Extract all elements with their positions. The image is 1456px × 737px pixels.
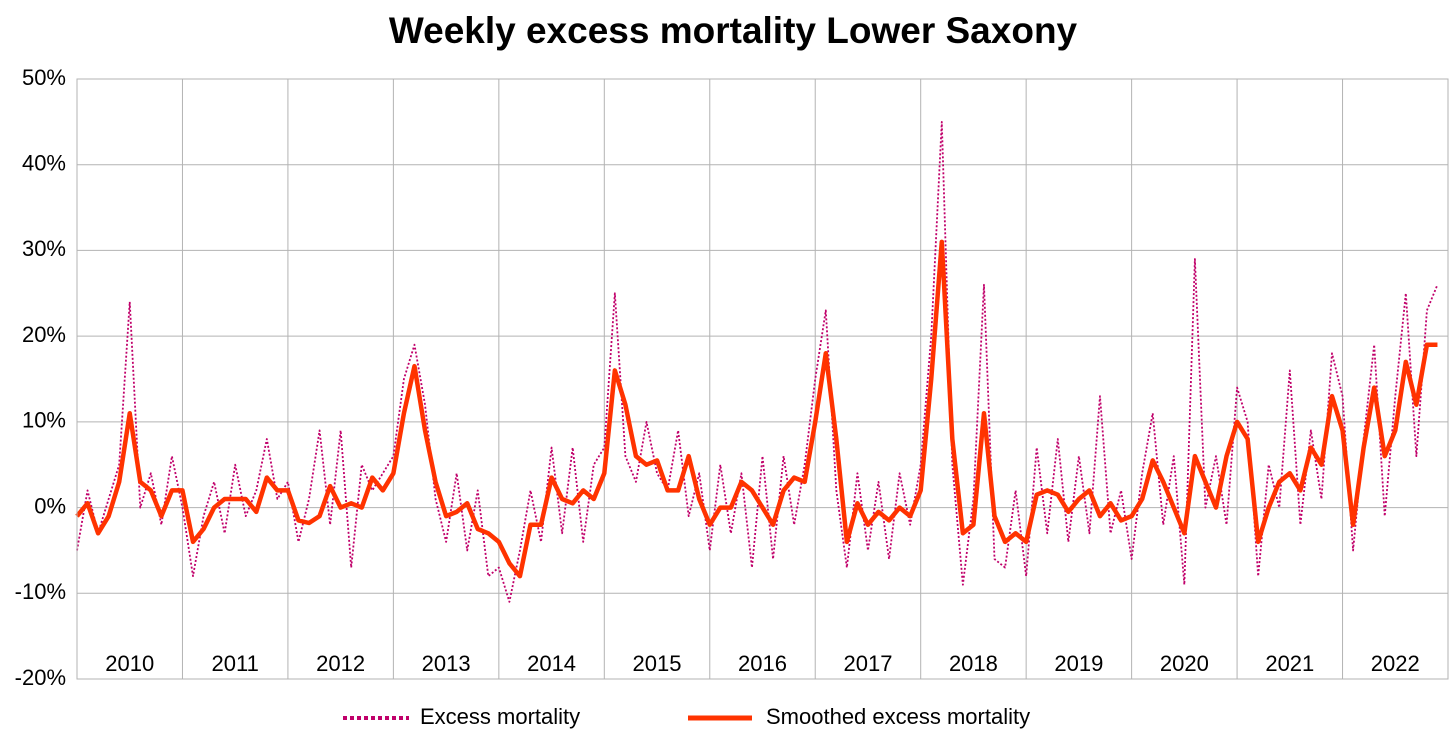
y-tick-label: -10% [15,579,66,604]
y-tick-label: 40% [22,151,66,176]
y-tick-label: 30% [22,236,66,261]
x-tick-label: 2018 [949,651,998,676]
x-tick-label: 2022 [1371,651,1420,676]
line-series [75,239,1438,579]
legend-label: Excess mortality [420,704,580,729]
x-tick-label: 2017 [843,651,892,676]
x-tick-label: 2021 [1265,651,1314,676]
x-tick-label: 2020 [1160,651,1209,676]
plot-frame [76,78,1449,680]
x-tick-label: 2012 [316,651,365,676]
x-tick-label: 2014 [527,651,576,676]
y-tick-label: 0% [34,493,66,518]
line-series [76,120,1439,603]
x-tick-label: 2019 [1054,651,1103,676]
y-tick-label: 10% [22,408,66,433]
x-tick-label: 2010 [105,651,154,676]
x-tick-label: 2015 [633,651,682,676]
y-tick-label: 50% [22,65,66,90]
y-tick-label: -20% [15,665,66,690]
legend-label: Smoothed excess mortality [766,704,1030,729]
x-tick-label: 2011 [212,651,259,676]
x-tick-label: 2013 [422,651,471,676]
x-tick-label: 2016 [738,651,787,676]
y-tick-label: 20% [22,322,66,347]
chart-title: Weekly excess mortality Lower Saxony [389,10,1078,51]
